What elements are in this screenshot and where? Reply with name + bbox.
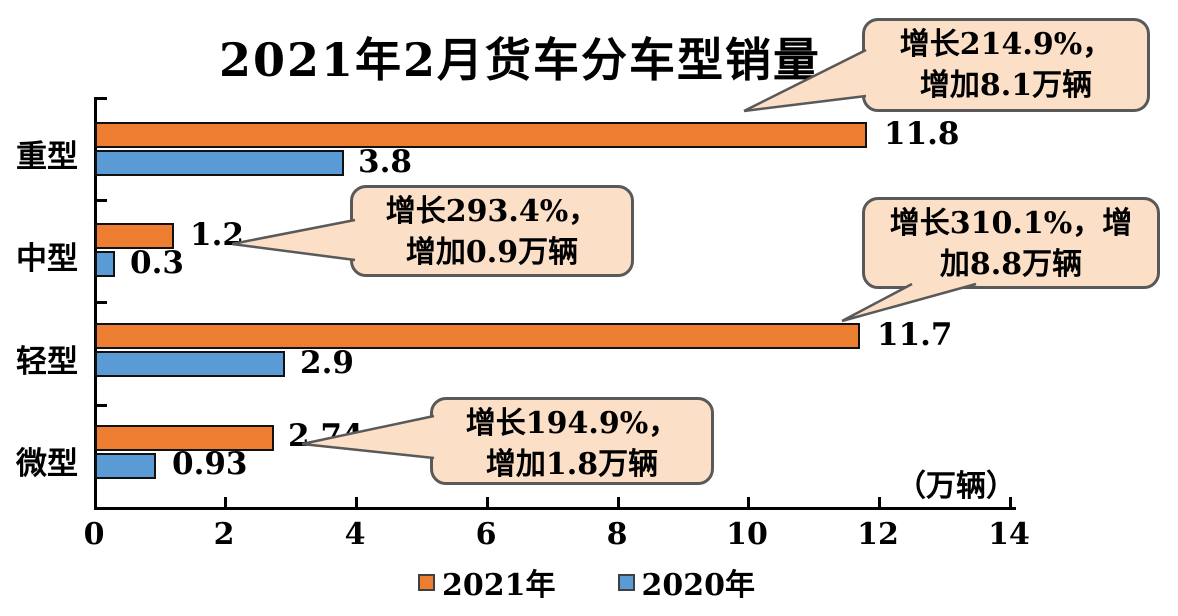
category-label-heavy: 重型 [16, 139, 78, 175]
bar-2020-light [95, 351, 285, 377]
callout-mini-line1: 增长194.9%， [465, 406, 679, 441]
value-label-2021-light: 11.7 [877, 317, 953, 353]
category-label-mini: 微型 [16, 446, 78, 482]
y-axis-tick [97, 97, 107, 100]
legend-swatch-2020 [617, 573, 635, 591]
bar-2021-light [95, 323, 861, 349]
bar-2021-heavy [95, 122, 867, 148]
x-tick-label: 2 [213, 517, 235, 552]
callout-tail-medium [231, 218, 356, 262]
y-axis-tick [97, 301, 107, 304]
bar-2021-medium [95, 223, 174, 249]
value-label-2020-light: 2.9 [300, 345, 354, 381]
value-label-2020-medium: 0.3 [130, 245, 184, 281]
legend-label-2020: 2020年 [641, 568, 756, 603]
value-label-2020-mini: 0.93 [172, 446, 248, 482]
x-axis-tick [94, 497, 97, 507]
x-tick-label: 12 [857, 517, 899, 552]
value-label-2021-heavy: 11.8 [884, 116, 960, 152]
category-label-medium: 中型 [16, 241, 78, 277]
x-tick-label: 4 [344, 517, 366, 552]
legend-item-2021: 2021年 [418, 560, 556, 604]
bar-2020-heavy [95, 150, 344, 176]
x-axis-tick [486, 497, 489, 507]
chart-title: 2021年2月货车分车型销量 [218, 33, 822, 87]
x-tick-label: 10 [726, 517, 768, 552]
x-tick-label: 14 [988, 517, 1030, 552]
value-label-2021-mini: 2.74 [288, 418, 364, 454]
legend: 2021年 2020年 [418, 560, 755, 604]
category-label-light: 轻型 [16, 344, 78, 380]
x-axis-line [94, 507, 1016, 510]
x-axis-tick [878, 497, 881, 507]
callout-light-line2: 加8.8万辆 [939, 247, 1083, 282]
legend-label-2021: 2021年 [442, 568, 556, 603]
x-axis-tick [1009, 497, 1012, 507]
bar-2021-mini [95, 425, 275, 451]
legend-item-2020: 2020年 [617, 560, 756, 604]
x-axis-tick [224, 497, 227, 507]
x-tick-label: 0 [83, 517, 105, 552]
callout-heavy-line1: 增长214.9%， [899, 27, 1113, 62]
callout-medium-line1: 增长293.4%， [385, 194, 599, 229]
x-tick-label: 6 [475, 517, 497, 552]
callout-mini: 增长194.9%， 增加1.8万辆 [430, 397, 714, 485]
x-axis-tick [747, 497, 750, 507]
y-axis-tick [97, 404, 107, 407]
callout-heavy-line2: 增加8.1万辆 [919, 68, 1093, 103]
callout-light-line1: 增长310.1%，增 [889, 206, 1133, 241]
y-axis-tick [97, 199, 107, 202]
callout-light: 增长310.1%，增 加8.8万辆 [862, 197, 1160, 289]
callout-mini-line2: 增加1.8万辆 [485, 447, 659, 482]
value-label-2021-medium: 1.2 [190, 217, 244, 253]
callout-medium-line2: 增加0.9万辆 [405, 235, 579, 270]
x-axis-tick [617, 497, 620, 507]
bar-2020-mini [95, 453, 156, 479]
value-label-2020-heavy: 3.8 [358, 144, 412, 180]
bar-2020-medium [95, 251, 115, 277]
callout-tail-light [841, 282, 977, 323]
x-axis-tick [355, 497, 358, 507]
axis-unit-label: （万辆） [896, 469, 1016, 504]
y-axis-line [94, 97, 97, 510]
callout-medium: 增长293.4%， 增加0.9万辆 [350, 185, 634, 277]
callout-heavy: 增长214.9%， 增加8.1万辆 [862, 18, 1150, 112]
x-tick-label: 8 [606, 517, 628, 552]
legend-swatch-2021 [418, 573, 435, 591]
